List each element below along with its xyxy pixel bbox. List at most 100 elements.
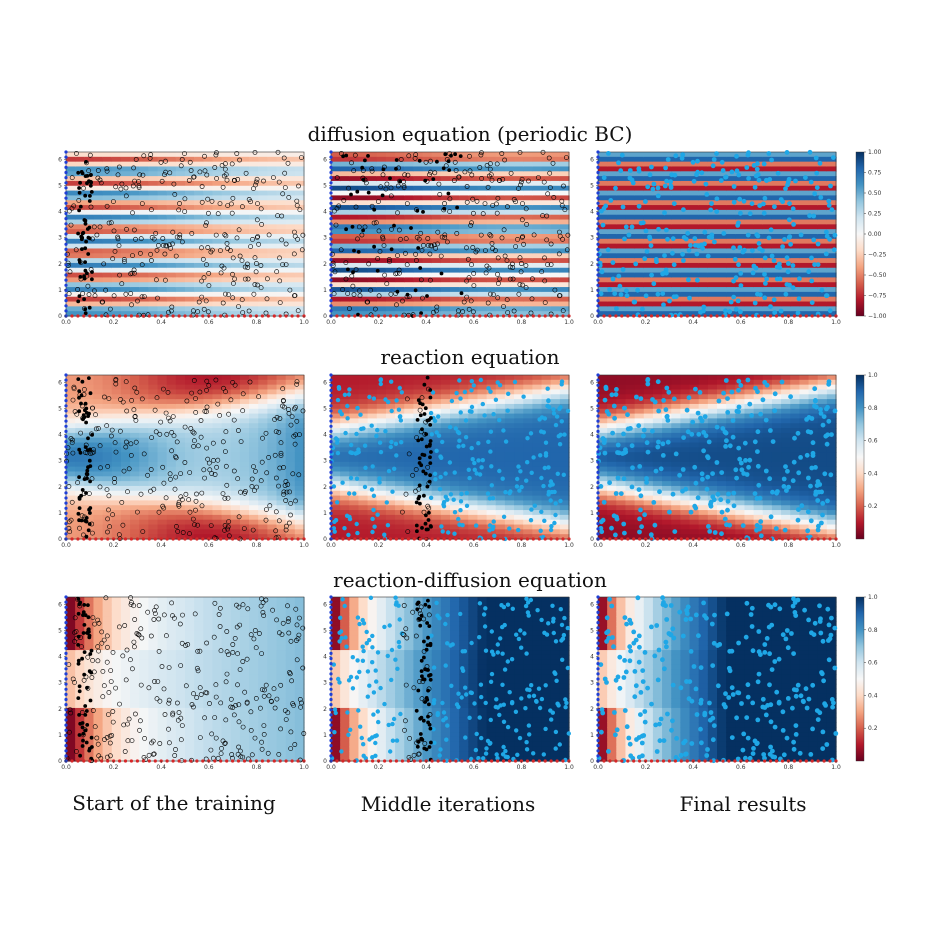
heat-cell <box>249 205 259 211</box>
heat-cell <box>276 234 287 240</box>
heat-cell <box>130 524 140 530</box>
heat-cell <box>808 205 819 211</box>
y-tick-label: 1 <box>590 287 594 294</box>
heat-cell <box>771 219 782 225</box>
collocation-point <box>137 250 143 256</box>
heat-cell <box>258 267 268 274</box>
heat-cell <box>185 258 195 264</box>
heat-cell <box>486 306 497 312</box>
heat-cell <box>607 156 617 163</box>
adaptive-point <box>351 270 355 275</box>
heat-cell <box>230 529 241 535</box>
collocation-point-fitted <box>702 241 707 247</box>
heat-cell <box>166 253 177 259</box>
heat-cell <box>634 272 645 279</box>
collocation-point <box>224 177 230 183</box>
heat-cell <box>84 495 95 502</box>
heat-cell <box>781 287 791 293</box>
heat-cell <box>826 287 837 293</box>
heat-cell <box>93 389 104 395</box>
heat-cell <box>285 219 296 225</box>
heat-cell <box>440 219 451 225</box>
heat-cell <box>431 301 442 307</box>
heat-cell <box>662 258 672 264</box>
heat-cell <box>541 180 552 187</box>
heat-cell <box>340 180 350 187</box>
heat-cell <box>634 291 645 298</box>
heat-cell <box>559 277 570 283</box>
heat-cell <box>376 156 387 163</box>
heat-cell <box>93 287 104 293</box>
heat-cell <box>376 234 387 240</box>
heat-cell <box>634 229 645 235</box>
heat-cell <box>84 428 95 434</box>
heat-cell <box>753 219 764 225</box>
heat-cell <box>258 461 268 468</box>
heat-cell <box>203 495 214 502</box>
boundary-point-left <box>596 273 600 277</box>
heat-cell <box>285 291 296 298</box>
collocation-point <box>131 165 136 171</box>
heat-cell <box>395 291 405 298</box>
heat-cell <box>680 301 691 307</box>
heat-cell <box>166 514 177 521</box>
adaptive-point <box>76 231 80 236</box>
collocation-point-fitted <box>738 283 744 288</box>
heat-cell <box>707 171 718 177</box>
heat-cell <box>294 214 305 221</box>
heat-cell <box>717 267 727 274</box>
heat-cell <box>799 238 810 245</box>
heat-cell <box>230 161 241 168</box>
heat-cell <box>93 384 104 391</box>
heat-cell <box>285 379 296 386</box>
heat-cell <box>84 500 95 506</box>
collocation-point-fitted <box>783 291 789 297</box>
row-title-diffusion: diffusion equation (periodic BC) <box>308 122 633 146</box>
heat-cell <box>550 291 561 298</box>
heat-cell <box>267 176 278 182</box>
heat-cell <box>75 248 85 254</box>
heat-cell <box>477 200 488 206</box>
collocation-point <box>103 287 108 293</box>
x-tick-label: 0.4 <box>688 319 698 326</box>
heat-cell <box>285 161 296 168</box>
heat-cell <box>239 200 250 206</box>
heat-cell <box>771 152 782 158</box>
heat-cell <box>230 282 241 288</box>
heat-cell <box>294 442 305 448</box>
heat-cell <box>616 248 627 254</box>
collocation-point-fitted <box>650 186 656 192</box>
heat-cell <box>285 428 296 434</box>
heat-cell <box>66 180 76 187</box>
heat-cell <box>404 243 414 250</box>
heat-cell <box>404 209 414 216</box>
heat-cell <box>102 291 113 298</box>
collocation-point-fitted <box>738 210 743 216</box>
heat-cell <box>680 166 691 172</box>
heat-cell <box>75 457 85 463</box>
heat-cell <box>120 214 131 221</box>
boundary-point-left <box>329 155 333 159</box>
heat-cell <box>285 282 296 288</box>
heat-cell <box>652 219 663 225</box>
heat-cell <box>139 176 149 182</box>
heat-cell <box>395 306 405 312</box>
heat-cell <box>102 466 113 473</box>
heat-cell <box>771 234 782 240</box>
collocation-point-fitted <box>664 227 669 233</box>
heat-cell <box>139 258 149 264</box>
heat-cell <box>486 156 497 163</box>
collocation-point <box>277 255 282 261</box>
heat-cell <box>258 447 268 453</box>
heat-cell <box>185 234 195 240</box>
boundary-point-left <box>596 288 600 292</box>
heat-cell <box>486 214 497 221</box>
heat-cell <box>194 224 204 230</box>
y-tick-label: 0 <box>58 313 62 320</box>
heat-cell <box>185 209 195 216</box>
heat-cell <box>120 205 131 211</box>
heat-cell <box>607 224 617 230</box>
heat-cell <box>404 282 414 288</box>
adaptive-point <box>375 268 380 273</box>
